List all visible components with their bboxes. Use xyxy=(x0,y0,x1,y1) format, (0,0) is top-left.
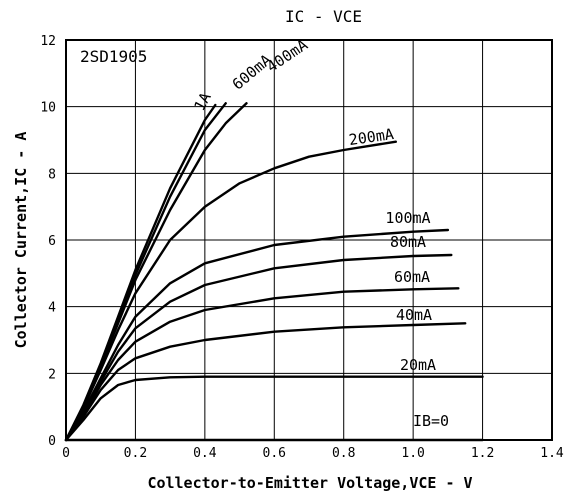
y-tick-label: 0 xyxy=(48,434,56,449)
axis-ticks: 0 0.2 0.4 0.6 0.8 1.0 1.2 1.4 0 2 4 6 8 10 12 xyxy=(40,34,564,461)
curve-label-100ma: 100mA xyxy=(385,209,430,227)
x-axis-title: Collector-to-Emitter Voltage,VCE - V xyxy=(147,474,472,492)
curve-label-60ma: 60mA xyxy=(394,268,430,286)
x-tick-label: 1.2 xyxy=(471,446,494,461)
x-tick-label: 0 xyxy=(62,446,70,461)
x-tick-label: 0.2 xyxy=(124,446,147,461)
series-line-60ma xyxy=(64,287,460,442)
y-tick-label: 4 xyxy=(48,301,56,316)
curve-label-200ma: 200mA xyxy=(348,125,395,149)
y-tick-label: 2 xyxy=(48,367,56,382)
y-axis-title: Collector Current,IC - A xyxy=(12,132,30,349)
x-tick-label: 1.0 xyxy=(401,446,424,461)
series-line-40ma xyxy=(64,322,467,442)
y-tick-label: 8 xyxy=(48,167,56,182)
chart-title: IC - VCE xyxy=(285,7,362,26)
x-tick-label: 1.4 xyxy=(540,446,564,461)
part-number: 2SD1905 xyxy=(80,47,147,66)
curve-label-20ma: 20mA xyxy=(400,356,436,374)
curve-label-40ma: 40mA xyxy=(396,306,432,324)
x-tick-label: 0.6 xyxy=(263,446,286,461)
series-line-80ma xyxy=(64,253,453,442)
series-line-1a xyxy=(64,103,217,442)
x-tick-label: 0.4 xyxy=(193,446,217,461)
series-layer xyxy=(64,102,484,442)
y-tick-label: 10 xyxy=(40,101,56,116)
curve-label-400ma: 400mA xyxy=(263,36,311,76)
y-tick-label: 12 xyxy=(40,34,56,49)
series-line-100ma xyxy=(64,228,450,442)
curve-label-80ma: 80mA xyxy=(390,233,426,251)
series-line-20ma xyxy=(64,375,484,442)
y-tick-label: 6 xyxy=(48,234,56,249)
x-tick-label: 0.8 xyxy=(332,446,355,461)
curve-label-ib-0: IB=0 xyxy=(413,412,449,430)
curve-labels: 1A600mA400mA200mA100mA80mA60mA40mA20mAIB… xyxy=(190,36,449,430)
